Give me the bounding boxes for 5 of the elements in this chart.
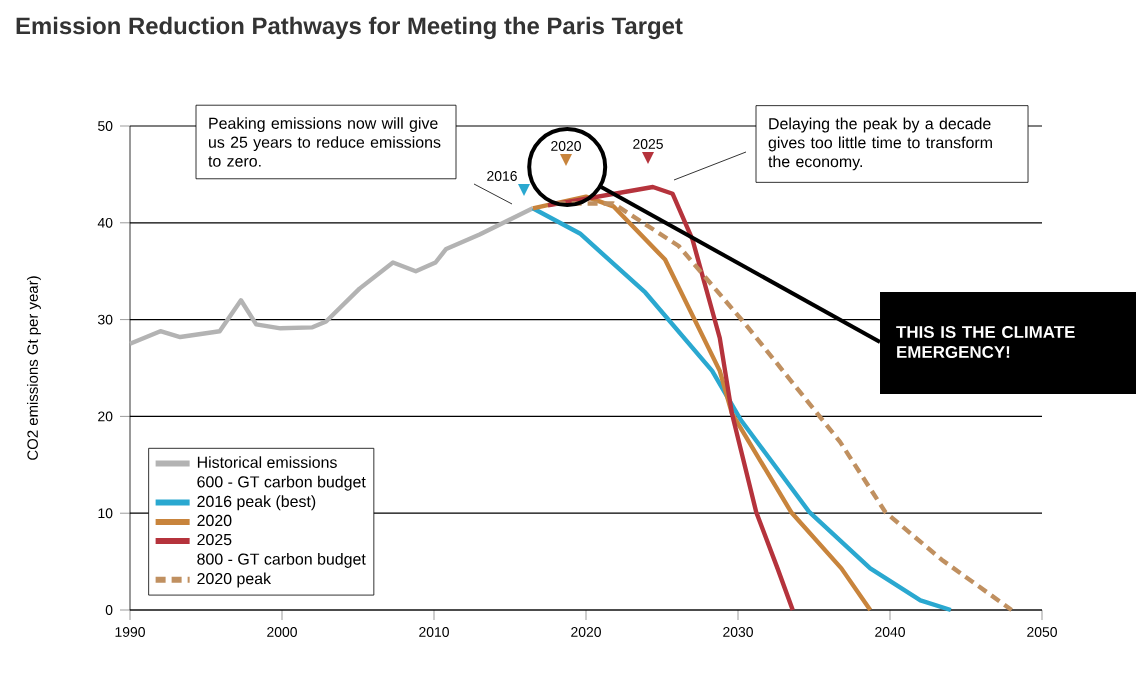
line-series [530,194,873,613]
chart-title: Emission Reduction Pathways for Meeting the Paris Target [16,16,683,40]
line-series [127,206,535,346]
line-series [545,184,795,613]
annotation: THIS IS THE CLIMATE EMERGENCY! [896,326,1075,358]
